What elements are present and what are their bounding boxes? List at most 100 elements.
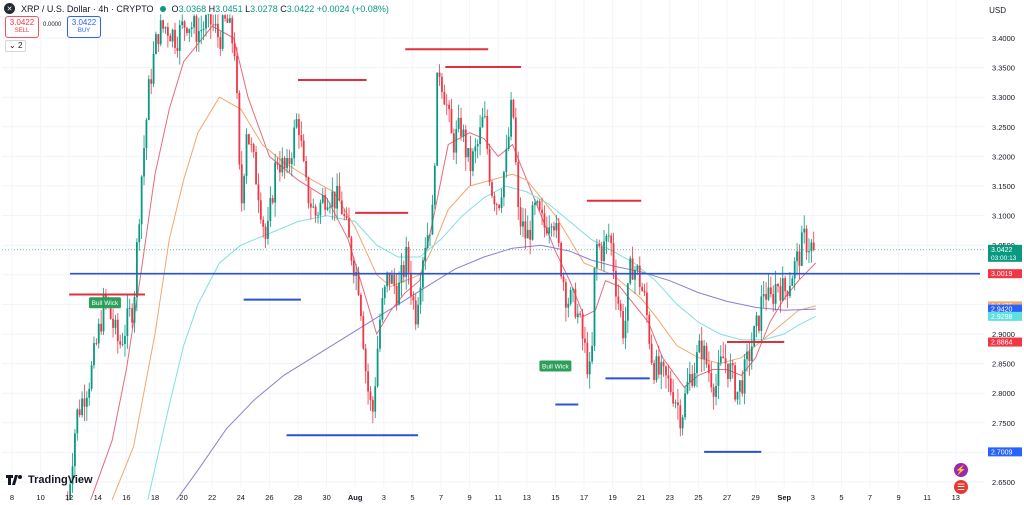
candle-body [426, 235, 429, 248]
tradingview-logo[interactable]: TradingView [6, 474, 93, 486]
buy-label: BUY [77, 28, 91, 34]
candle-body [696, 352, 698, 374]
candles [66, 14, 815, 501]
candle-body [290, 158, 293, 165]
candle-body [319, 202, 322, 216]
candle-body [267, 221, 269, 239]
candle-body [116, 319, 119, 342]
candle-body [181, 21, 184, 26]
price-label: 2.9298 [991, 314, 1013, 321]
x-tick-label: 23 [666, 493, 674, 502]
candle-body [522, 221, 524, 227]
tradingview-logo-icon [6, 475, 22, 485]
candle-body [414, 300, 417, 325]
y-tick-label: 2.7500 [992, 419, 1015, 428]
candle-body [105, 294, 107, 299]
candle-body [350, 237, 353, 261]
price-label-countdown: 03:00:13 [991, 255, 1017, 262]
candle-body [660, 362, 663, 375]
candle-body [436, 72, 439, 166]
candle-body [541, 209, 543, 214]
candle-body [405, 246, 408, 277]
price-label: 3.0019 [991, 271, 1013, 278]
price-label-bg [988, 244, 1022, 262]
x-tick-label: 11 [923, 493, 931, 502]
candle-body [786, 291, 789, 296]
candle-body [286, 158, 288, 169]
candle-body [679, 405, 682, 429]
time-axis[interactable]: 8 10 12 14 16 18 20 22 24 26 28 30 Aug 3 5 7 9 11 13 15 17 19… [10, 493, 960, 502]
candle-body [452, 133, 455, 153]
x-tick-label: 9 [468, 493, 472, 502]
candle-body [665, 366, 667, 376]
candle-body [486, 115, 489, 150]
candle-body [805, 228, 808, 253]
candle-body [457, 117, 460, 130]
buy-button[interactable]: 3.0422 BUY [67, 16, 101, 38]
candle-body [469, 148, 472, 172]
candle-body [326, 207, 329, 210]
candle-body [364, 348, 367, 372]
lightning-icon[interactable]: ⚡ [954, 463, 968, 477]
bull-wick-label: Bull Wick [92, 300, 119, 307]
y-tick-label: 3.3500 [992, 64, 1015, 73]
indicators-toggle-button[interactable]: ⌄ 2 [5, 40, 27, 52]
candle-body [305, 161, 308, 178]
candle-body [536, 201, 539, 203]
spread-value: 0.0000 [43, 22, 62, 28]
candle-body [779, 286, 782, 301]
logo-text: TradingView [28, 474, 93, 486]
currency-selector[interactable]: USD [989, 6, 1006, 15]
price-label: 3.0422 [991, 247, 1013, 254]
candle-body [750, 346, 753, 362]
x-tick-label: 5 [410, 493, 414, 502]
candle-body [579, 313, 582, 315]
candle-body [455, 129, 458, 153]
candle-body [217, 23, 219, 38]
candle-body [264, 226, 267, 239]
candle-body [193, 16, 195, 28]
candle-body [74, 433, 76, 467]
candle-body [398, 282, 400, 305]
candle-body [412, 296, 415, 301]
x-tick-label: 17 [580, 493, 588, 502]
candle-body [648, 314, 651, 344]
flag-us-icon[interactable]: ☰ [954, 480, 968, 494]
y-tick-label: 3.1000 [992, 212, 1015, 221]
symbol-title[interactable]: XRP / U.S. Dollar · 4h · CRYPTO [21, 3, 154, 14]
side-tools: ⚡ ☰ [954, 463, 968, 494]
candle-body [95, 343, 98, 344]
candle-body [121, 343, 124, 345]
candle-body [710, 372, 713, 388]
candle-body [114, 319, 117, 328]
candle-body [169, 35, 172, 42]
x-tick-label: 5 [839, 493, 843, 502]
candle-body [69, 484, 72, 500]
candle-body [610, 235, 613, 244]
candle-body [572, 288, 574, 291]
candle-body [219, 37, 222, 49]
candle-body [698, 340, 701, 353]
candle-body [293, 127, 296, 159]
horizontal-levels[interactable] [69, 48, 980, 453]
x-tick-label: 9 [897, 493, 901, 502]
candle-body [138, 224, 141, 243]
candle-body [514, 117, 517, 163]
candle-body [410, 272, 412, 297]
candle-body [269, 198, 272, 222]
candle-body [383, 286, 386, 299]
candle-body [302, 140, 305, 162]
candle-body [688, 374, 691, 382]
candle-body [438, 72, 441, 77]
candle-body [574, 288, 577, 318]
sell-button[interactable]: 3.0422 SELL [5, 16, 39, 38]
candle-body [250, 144, 253, 145]
candle-body [429, 234, 431, 236]
candle-body [186, 27, 188, 34]
candle-body [712, 387, 715, 397]
x-tick-label: 24 [237, 493, 245, 502]
candle-body [531, 205, 534, 240]
candle-body [81, 398, 83, 416]
candle-body [340, 200, 343, 214]
